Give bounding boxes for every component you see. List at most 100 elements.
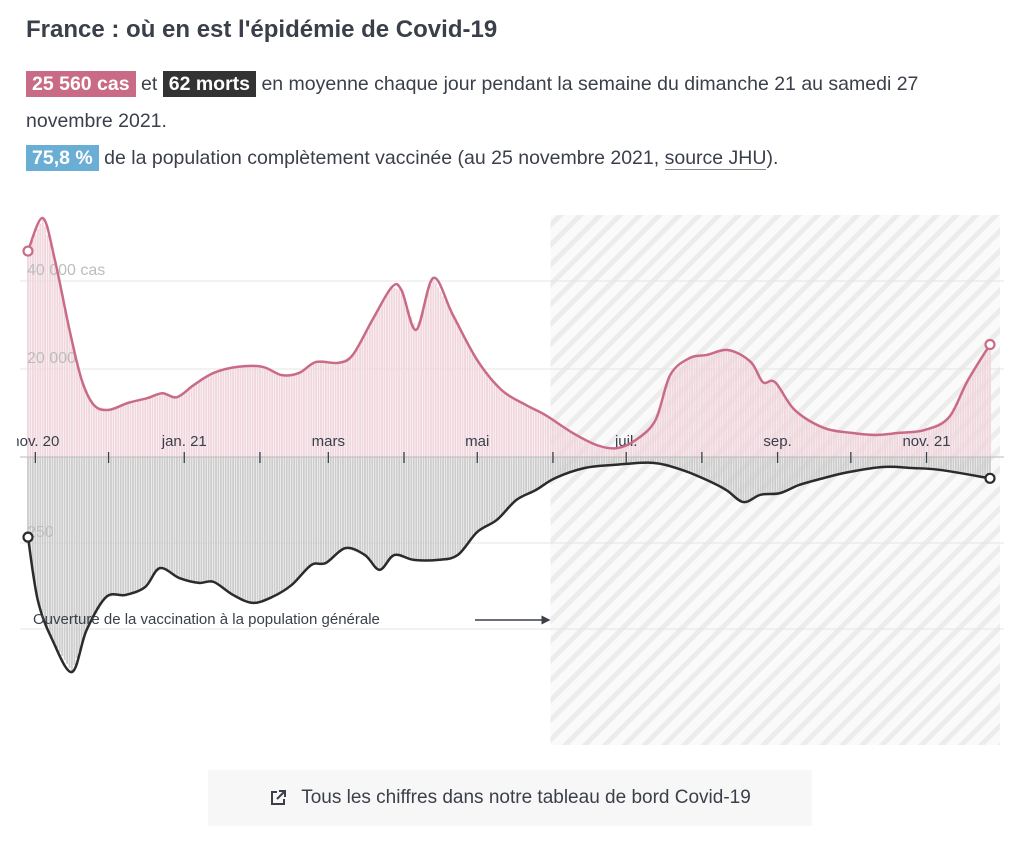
deaths-bar bbox=[847, 457, 850, 473]
cases-bar bbox=[432, 277, 435, 457]
deaths-bar bbox=[913, 457, 916, 469]
cases-bar bbox=[576, 435, 579, 457]
cases-line bbox=[26, 216, 992, 450]
cases-bar bbox=[437, 287, 440, 457]
deaths-bar bbox=[447, 457, 449, 558]
cases-bar bbox=[810, 420, 813, 457]
deaths-bar bbox=[605, 457, 608, 466]
deaths-bar bbox=[888, 457, 891, 468]
cases-bar bbox=[327, 362, 330, 457]
cases-bar bbox=[959, 394, 962, 457]
cases-bar bbox=[212, 372, 215, 457]
cases-bar bbox=[791, 406, 794, 457]
cases-bar bbox=[825, 428, 828, 457]
deaths-bar bbox=[771, 457, 774, 494]
cases-bar bbox=[290, 373, 293, 457]
deaths-bar bbox=[202, 457, 205, 583]
cases-bar bbox=[583, 438, 586, 457]
cases-bar bbox=[381, 303, 383, 457]
cases-bar bbox=[439, 291, 442, 457]
cases-bar bbox=[764, 382, 767, 457]
cases-bar bbox=[388, 291, 391, 457]
external-link-icon bbox=[271, 790, 287, 805]
cases-bar bbox=[141, 399, 144, 457]
cases-bar bbox=[781, 392, 784, 457]
deaths-bar bbox=[439, 457, 442, 560]
cases-bar bbox=[801, 414, 803, 457]
deaths-bar bbox=[849, 457, 852, 472]
cases-bar bbox=[298, 372, 300, 457]
deaths-bar bbox=[478, 457, 481, 531]
x-tick-label: mars bbox=[312, 433, 345, 450]
deaths-bar bbox=[950, 457, 952, 472]
deaths-bar bbox=[762, 457, 764, 495]
cases-bar bbox=[495, 384, 498, 457]
deaths-bar bbox=[190, 457, 193, 582]
cases-bar bbox=[632, 440, 635, 457]
deaths-bar bbox=[908, 457, 911, 468]
deaths-bar bbox=[80, 457, 83, 645]
deaths-bar bbox=[212, 457, 215, 582]
deaths-bar bbox=[932, 457, 935, 470]
cases-bar bbox=[766, 382, 769, 457]
cases-bar bbox=[832, 429, 835, 457]
cases-bar bbox=[105, 409, 108, 457]
cases-bar bbox=[940, 421, 943, 457]
deaths-bar bbox=[556, 457, 559, 478]
cases-bar bbox=[283, 374, 286, 457]
deaths-bar bbox=[273, 457, 276, 596]
cases-start-dot bbox=[22, 245, 34, 257]
deaths-bar bbox=[178, 457, 181, 579]
deaths-bar bbox=[705, 457, 708, 481]
deaths-bar bbox=[281, 457, 283, 591]
deaths-bar bbox=[476, 457, 479, 532]
deaths-bar bbox=[610, 457, 613, 466]
deaths-bar bbox=[464, 457, 466, 547]
cases-bar bbox=[725, 350, 728, 457]
deaths-bar bbox=[346, 457, 349, 550]
cases-bar bbox=[58, 283, 61, 457]
deaths-bar bbox=[227, 457, 230, 592]
cases-bar bbox=[805, 417, 808, 457]
cases-bar bbox=[722, 351, 725, 457]
cases-bar bbox=[320, 362, 322, 457]
deaths-bar bbox=[173, 457, 176, 576]
cases-bar bbox=[847, 432, 850, 457]
deaths-bar bbox=[923, 457, 925, 469]
deaths-bar bbox=[434, 457, 437, 560]
cases-bar bbox=[664, 390, 667, 457]
deaths-bar bbox=[44, 457, 47, 621]
deaths-bar bbox=[871, 457, 874, 469]
cases-bar bbox=[136, 400, 139, 457]
cases-bar bbox=[534, 410, 537, 457]
deaths-bar bbox=[676, 457, 679, 469]
deaths-bar bbox=[588, 457, 591, 468]
cases-bar bbox=[173, 396, 176, 457]
deaths-bar bbox=[29, 457, 32, 553]
source-link[interactable]: source JHU bbox=[664, 147, 767, 170]
dashboard-link-button[interactable]: Tous les chiffres dans notre tableau de … bbox=[208, 770, 812, 826]
cases-bar bbox=[591, 442, 593, 457]
deaths-bar bbox=[156, 457, 159, 572]
deaths-bar bbox=[700, 457, 703, 479]
deaths-bar bbox=[207, 457, 210, 583]
deaths-bar bbox=[403, 457, 405, 558]
deaths-bar bbox=[915, 457, 918, 469]
cases-bar bbox=[197, 381, 200, 457]
cases-bar bbox=[827, 428, 830, 457]
cases-bar bbox=[139, 399, 142, 457]
cases-bar bbox=[102, 408, 105, 457]
cases-bar bbox=[964, 384, 967, 457]
cases-bar bbox=[344, 358, 347, 457]
deaths-bar bbox=[803, 457, 806, 484]
cases-bar bbox=[942, 420, 945, 457]
cases-bar bbox=[85, 390, 88, 457]
deaths-bar bbox=[71, 457, 73, 672]
cases-bar bbox=[884, 434, 886, 457]
deaths-bar bbox=[263, 457, 266, 600]
cases-bar bbox=[324, 362, 327, 457]
deaths-bar bbox=[654, 457, 657, 464]
deaths-bar bbox=[539, 457, 542, 488]
cases-bar bbox=[913, 431, 916, 457]
deaths-bar bbox=[708, 457, 711, 482]
